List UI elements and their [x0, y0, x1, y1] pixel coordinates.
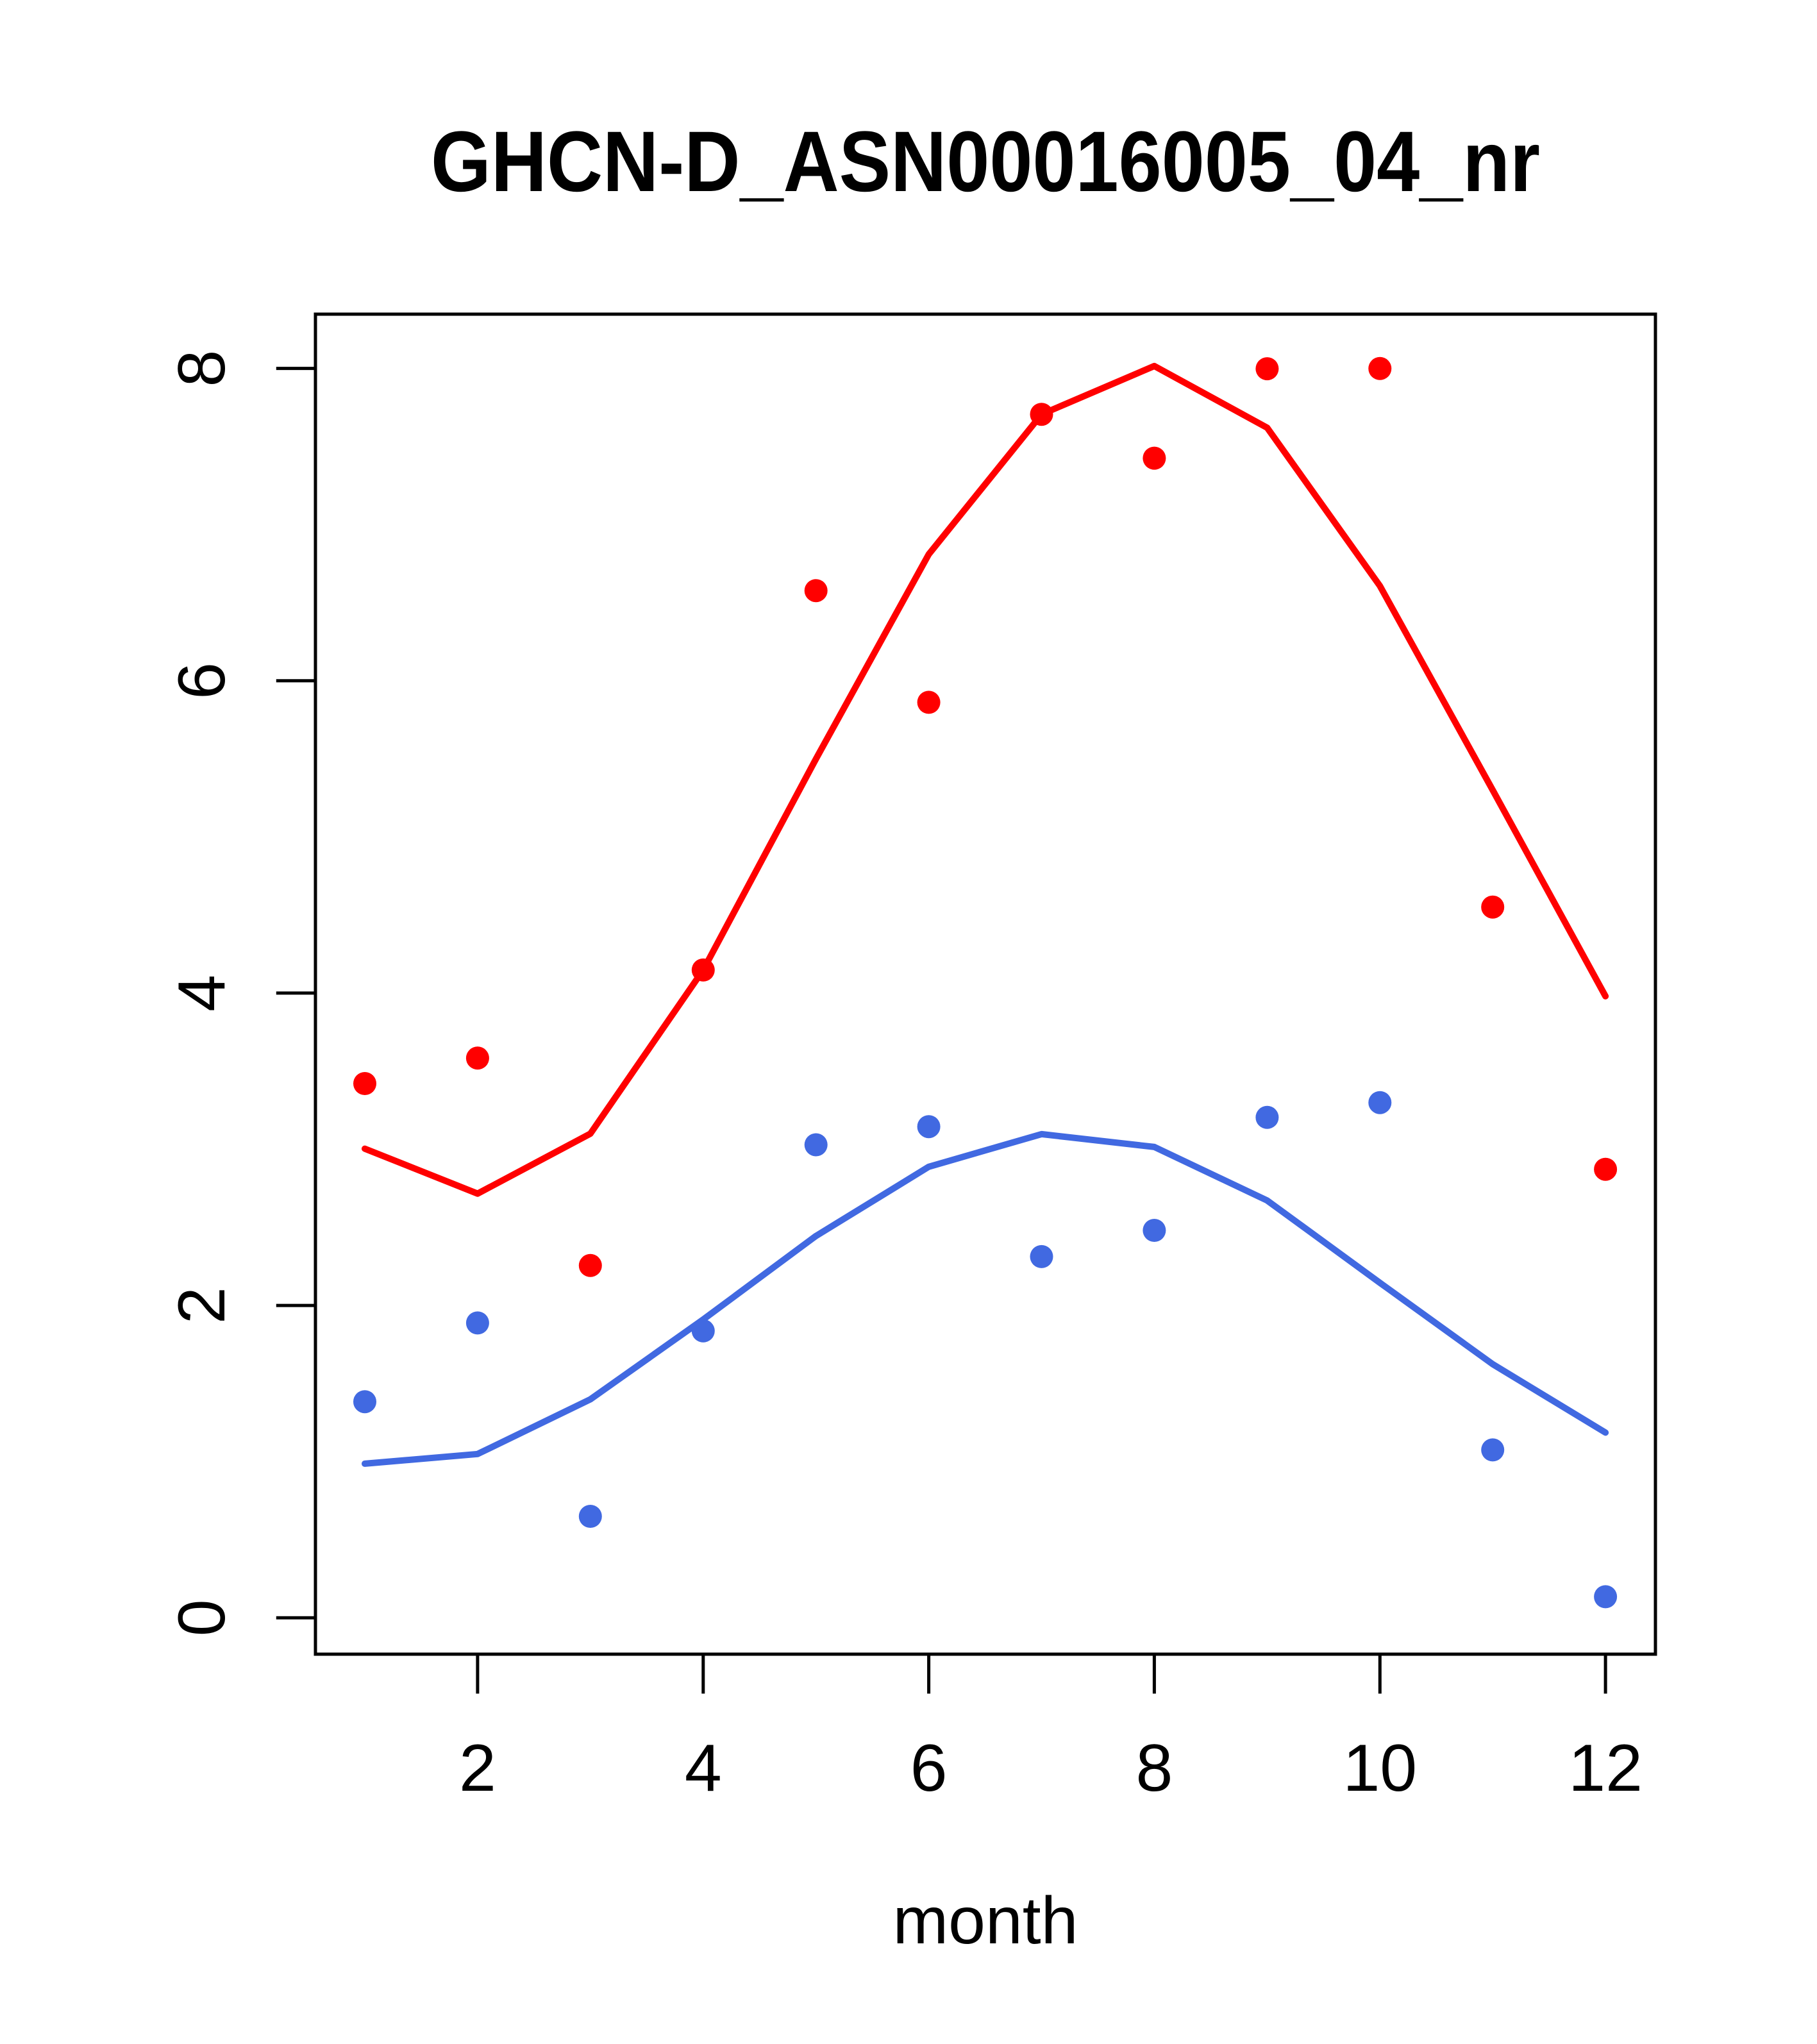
svg-text:12: 12	[1568, 1731, 1643, 1805]
svg-text:8: 8	[165, 350, 239, 387]
svg-text:6: 6	[910, 1731, 948, 1805]
svg-text:GHCN-D_ASN00016005_04_nr: GHCN-D_ASN00016005_04_nr	[431, 114, 1540, 210]
svg-text:8: 8	[1135, 1731, 1173, 1805]
svg-text:2: 2	[165, 1287, 239, 1324]
svg-text:0: 0	[165, 1599, 239, 1636]
svg-text:10: 10	[1343, 1731, 1417, 1805]
svg-text:4: 4	[685, 1731, 722, 1805]
svg-text:6: 6	[165, 662, 239, 699]
svg-text:2: 2	[459, 1731, 496, 1805]
svg-text:4: 4	[165, 975, 239, 1012]
svg-text:month: month	[892, 1884, 1078, 1958]
